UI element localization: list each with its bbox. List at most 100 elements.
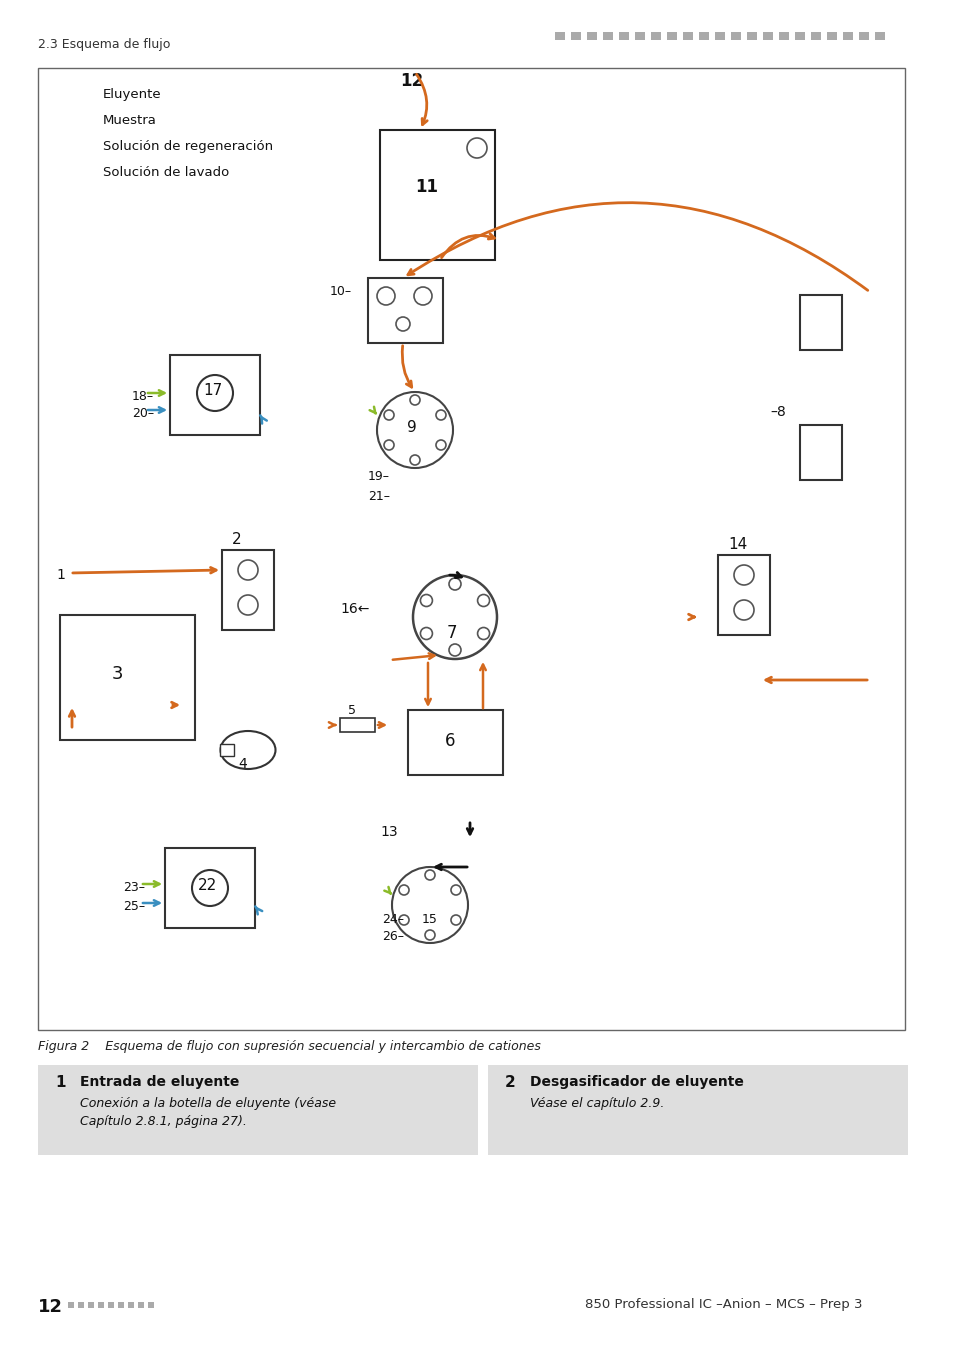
- Circle shape: [467, 138, 486, 158]
- Bar: [222, 549, 274, 630]
- Bar: [339, 718, 375, 732]
- Text: 2: 2: [232, 532, 241, 547]
- Circle shape: [733, 566, 753, 585]
- Bar: [842, 32, 852, 40]
- Circle shape: [420, 594, 432, 606]
- Circle shape: [398, 915, 409, 925]
- Text: 18–: 18–: [132, 390, 154, 404]
- Text: 6: 6: [444, 732, 455, 751]
- Bar: [746, 32, 757, 40]
- Bar: [810, 32, 821, 40]
- Text: 3: 3: [112, 666, 123, 683]
- Ellipse shape: [220, 730, 275, 769]
- Bar: [38, 1065, 477, 1156]
- Circle shape: [414, 288, 432, 305]
- Circle shape: [420, 628, 432, 640]
- Circle shape: [413, 575, 497, 659]
- Bar: [170, 355, 260, 435]
- Text: Capítulo 2.8.1, página 27).: Capítulo 2.8.1, página 27).: [80, 1115, 247, 1129]
- Bar: [800, 296, 841, 350]
- Text: 14: 14: [727, 537, 746, 552]
- Text: Solución de regeneración: Solución de regeneración: [103, 140, 273, 153]
- Text: 7: 7: [447, 624, 457, 643]
- Bar: [571, 32, 580, 40]
- Text: 25–: 25–: [123, 900, 145, 913]
- Circle shape: [395, 317, 410, 331]
- Circle shape: [451, 915, 460, 925]
- Text: 850 Professional IC –Anion – MCS – Prep 3: 850 Professional IC –Anion – MCS – Prep …: [584, 1297, 862, 1311]
- Text: 23–: 23–: [123, 882, 145, 894]
- Circle shape: [436, 410, 445, 420]
- Text: –8: –8: [769, 405, 785, 418]
- Text: Conexión a la botella de eluyente (véase: Conexión a la botella de eluyente (véase: [80, 1098, 335, 1110]
- Bar: [618, 32, 628, 40]
- Text: 1: 1: [56, 568, 65, 582]
- Text: 17: 17: [203, 383, 222, 398]
- Bar: [602, 32, 613, 40]
- Bar: [826, 32, 836, 40]
- Circle shape: [384, 440, 394, 450]
- Bar: [730, 32, 740, 40]
- Circle shape: [237, 560, 257, 580]
- Circle shape: [436, 440, 445, 450]
- Text: Figura 2    Esquema de flujo con supresión secuencial y intercambio de cationes: Figura 2 Esquema de flujo con supresión …: [38, 1040, 540, 1053]
- Text: 21–: 21–: [368, 490, 390, 504]
- Text: 11: 11: [415, 178, 437, 196]
- Bar: [379, 130, 495, 261]
- Text: 12: 12: [399, 72, 423, 90]
- Circle shape: [451, 886, 460, 895]
- Text: 10–: 10–: [330, 285, 352, 298]
- Text: 2: 2: [504, 1075, 516, 1089]
- Bar: [800, 425, 841, 481]
- Text: Muestra: Muestra: [103, 113, 156, 127]
- Bar: [699, 32, 708, 40]
- Text: 19–: 19–: [368, 470, 390, 483]
- Bar: [38, 68, 904, 1030]
- Bar: [60, 616, 194, 740]
- Circle shape: [392, 867, 468, 944]
- Text: 2.3 Esquema de flujo: 2.3 Esquema de flujo: [38, 38, 171, 51]
- Bar: [98, 1301, 104, 1308]
- Bar: [874, 32, 884, 40]
- Circle shape: [384, 410, 394, 420]
- Bar: [586, 32, 597, 40]
- Bar: [88, 1301, 94, 1308]
- Circle shape: [449, 644, 460, 656]
- Bar: [128, 1301, 133, 1308]
- Circle shape: [410, 396, 419, 405]
- Bar: [165, 848, 254, 927]
- Text: 20–: 20–: [132, 406, 154, 420]
- Bar: [68, 1301, 74, 1308]
- Circle shape: [192, 869, 228, 906]
- Bar: [220, 744, 233, 756]
- Bar: [714, 32, 724, 40]
- Bar: [488, 1065, 907, 1156]
- Bar: [718, 555, 769, 634]
- Bar: [148, 1301, 153, 1308]
- Circle shape: [196, 375, 233, 410]
- Bar: [794, 32, 804, 40]
- Text: 13: 13: [379, 825, 397, 838]
- Text: 1: 1: [55, 1075, 66, 1089]
- Bar: [368, 278, 442, 343]
- Text: Véase el capítulo 2.9.: Véase el capítulo 2.9.: [530, 1098, 663, 1110]
- Text: 5: 5: [348, 703, 355, 717]
- Bar: [635, 32, 644, 40]
- Bar: [138, 1301, 144, 1308]
- Text: 26–: 26–: [381, 930, 403, 944]
- Text: 12: 12: [38, 1297, 63, 1316]
- Text: Solución de lavado: Solución de lavado: [103, 166, 229, 180]
- Bar: [858, 32, 868, 40]
- Text: Desgasificador de eluyente: Desgasificador de eluyente: [530, 1075, 743, 1089]
- Bar: [408, 710, 502, 775]
- Circle shape: [410, 455, 419, 464]
- Text: 15: 15: [421, 913, 437, 926]
- Text: 22: 22: [198, 878, 217, 892]
- Circle shape: [477, 628, 489, 640]
- Circle shape: [376, 288, 395, 305]
- Bar: [650, 32, 660, 40]
- Text: 24–: 24–: [381, 913, 403, 926]
- Text: 4: 4: [237, 757, 247, 771]
- Bar: [78, 1301, 84, 1308]
- Circle shape: [424, 930, 435, 940]
